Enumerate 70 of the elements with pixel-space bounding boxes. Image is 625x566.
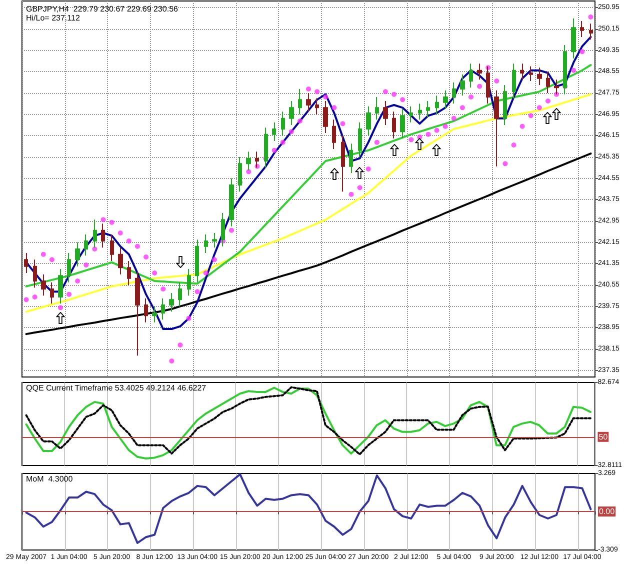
candlestick — [571, 18, 576, 59]
line-series — [25, 36, 592, 330]
line-series — [25, 152, 592, 336]
candlestick — [84, 234, 88, 256]
chart-title: QQE Current Timeframe 53.4025 49.2124 46.6227 — [26, 384, 207, 392]
candlestick — [41, 274, 46, 296]
chart-title: GBPJPY,H4 229.79 230.67 229.69 230.56 — [26, 4, 179, 14]
candlestick — [418, 103, 422, 120]
candlestick — [443, 90, 448, 110]
candlestick — [529, 66, 533, 82]
candlestick — [178, 282, 182, 307]
line-series — [25, 93, 592, 313]
candlestick — [67, 252, 71, 283]
candlestick — [161, 298, 165, 320]
candlestick — [512, 63, 516, 99]
candlestick — [101, 223, 105, 248]
candlestick — [537, 67, 542, 86]
candlestick — [195, 239, 199, 283]
candlestick — [306, 92, 311, 112]
candlestick — [75, 242, 80, 267]
candlestick — [546, 71, 550, 94]
candlestick — [152, 306, 157, 323]
candlestick — [50, 282, 54, 304]
candlestick — [477, 63, 482, 80]
candlestick — [554, 79, 559, 95]
candlestick — [204, 234, 208, 254]
line-series — [25, 473, 592, 544]
candlestick — [580, 20, 584, 38]
candlestick — [24, 252, 28, 274]
candlestick — [392, 111, 396, 139]
candlestick — [289, 100, 294, 126]
candlestick — [469, 63, 473, 88]
candlestick — [332, 119, 336, 150]
candlestick — [358, 122, 362, 158]
candlestick — [212, 232, 217, 248]
candlestick — [315, 98, 319, 115]
candlestick — [187, 268, 191, 296]
line-series — [25, 64, 592, 288]
candlestick — [58, 268, 63, 304]
candlestick — [229, 178, 234, 227]
candlestick — [341, 135, 345, 192]
candlestick — [589, 23, 593, 40]
candlestick — [494, 90, 499, 167]
text: Hi/Lo= 237.112 — [26, 14, 80, 22]
candlestick — [144, 298, 148, 323]
candlestick — [118, 247, 123, 275]
candlestick — [281, 111, 285, 136]
candlestick — [272, 122, 276, 142]
candlestick — [169, 292, 174, 312]
candlestick — [426, 100, 430, 118]
candlestick — [33, 259, 37, 288]
ref-line-label: 50 — [598, 432, 608, 442]
candlestick — [460, 74, 465, 96]
candlestick — [400, 108, 405, 139]
candlestick — [503, 84, 507, 126]
ref-line-label: 0.00 — [599, 507, 616, 516]
candlestick — [383, 100, 388, 126]
candlestick — [135, 271, 140, 356]
candlestick — [127, 260, 131, 286]
candlestick — [298, 88, 302, 115]
candlestick — [435, 95, 439, 115]
candlestick — [323, 100, 328, 134]
candlestick — [349, 143, 353, 174]
chart-title: MoM 4.3000 — [26, 474, 74, 484]
candlestick — [409, 106, 413, 123]
candlestick — [452, 82, 456, 104]
candlestick — [366, 106, 371, 136]
candlestick — [110, 234, 114, 262]
candlestick — [520, 63, 524, 80]
candlestick — [375, 96, 379, 120]
